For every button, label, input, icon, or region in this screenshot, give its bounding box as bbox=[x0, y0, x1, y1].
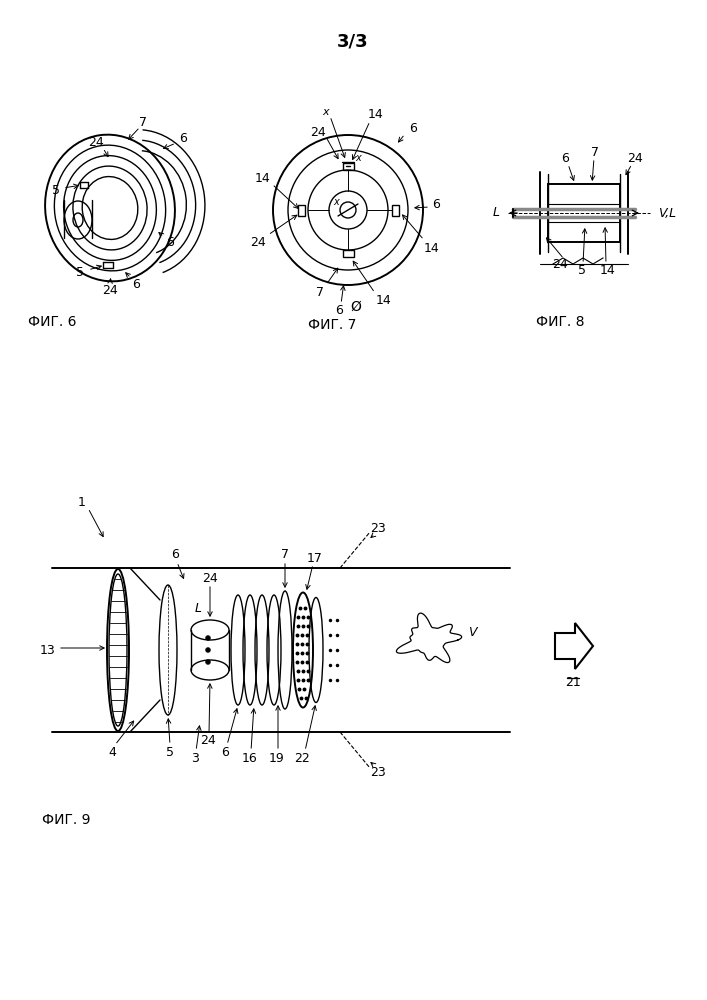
Bar bbox=[342, 163, 354, 170]
Text: V,L: V,L bbox=[658, 207, 676, 220]
Ellipse shape bbox=[206, 648, 211, 652]
Bar bbox=[548, 184, 620, 242]
Text: 24: 24 bbox=[88, 135, 104, 148]
Ellipse shape bbox=[206, 660, 211, 664]
Ellipse shape bbox=[206, 636, 211, 641]
Text: V: V bbox=[468, 626, 477, 639]
Bar bbox=[392, 205, 399, 216]
Text: 17: 17 bbox=[307, 552, 323, 564]
Text: 14: 14 bbox=[600, 263, 616, 276]
Text: ФИГ. 6: ФИГ. 6 bbox=[28, 315, 76, 329]
Text: L: L bbox=[493, 207, 500, 220]
Text: 14: 14 bbox=[376, 294, 392, 306]
Text: 23: 23 bbox=[370, 766, 386, 778]
Text: 14: 14 bbox=[255, 172, 271, 184]
Text: 7: 7 bbox=[591, 145, 599, 158]
Text: 6: 6 bbox=[561, 151, 569, 164]
Text: 5: 5 bbox=[52, 184, 60, 196]
Text: 14: 14 bbox=[424, 241, 440, 254]
Text: 6: 6 bbox=[179, 131, 187, 144]
Text: 24: 24 bbox=[627, 151, 643, 164]
Text: 23: 23 bbox=[370, 522, 386, 534]
Text: 24: 24 bbox=[310, 125, 326, 138]
Text: 7: 7 bbox=[139, 115, 147, 128]
Text: 24: 24 bbox=[250, 235, 266, 248]
Text: 19: 19 bbox=[269, 752, 285, 764]
Text: x: x bbox=[355, 153, 361, 163]
Text: x: x bbox=[333, 197, 339, 207]
Text: 5: 5 bbox=[76, 265, 84, 278]
Text: ФИГ. 7: ФИГ. 7 bbox=[308, 318, 356, 332]
Text: 6: 6 bbox=[409, 121, 417, 134]
Text: 5: 5 bbox=[578, 263, 586, 276]
Text: 24: 24 bbox=[202, 572, 218, 584]
Text: 3/3: 3/3 bbox=[337, 33, 369, 51]
Text: 13: 13 bbox=[40, 644, 56, 656]
Text: 21: 21 bbox=[565, 676, 581, 690]
Text: L: L bbox=[194, 601, 201, 614]
Text: 6: 6 bbox=[335, 304, 343, 316]
Text: 7: 7 bbox=[281, 548, 289, 562]
Bar bbox=[298, 205, 305, 216]
Text: 24: 24 bbox=[552, 258, 568, 271]
Text: 3: 3 bbox=[191, 752, 199, 764]
Text: 7: 7 bbox=[316, 286, 324, 298]
Text: 1: 1 bbox=[78, 495, 86, 508]
Text: 16: 16 bbox=[242, 752, 258, 764]
Text: 6: 6 bbox=[166, 235, 174, 248]
Text: 14: 14 bbox=[368, 108, 384, 121]
Text: 6: 6 bbox=[432, 198, 440, 212]
Text: 6: 6 bbox=[171, 548, 179, 562]
Text: 6: 6 bbox=[221, 746, 229, 758]
Text: 24: 24 bbox=[200, 734, 216, 746]
Text: x: x bbox=[322, 107, 329, 117]
Text: 4: 4 bbox=[108, 746, 116, 758]
Text: ФИГ. 8: ФИГ. 8 bbox=[536, 315, 585, 329]
Text: 6: 6 bbox=[132, 278, 140, 292]
Bar bbox=[342, 250, 354, 257]
Text: 5: 5 bbox=[166, 746, 174, 758]
Text: 24: 24 bbox=[102, 284, 118, 296]
Text: 22: 22 bbox=[294, 752, 310, 764]
Text: Ø: Ø bbox=[351, 300, 361, 314]
Text: ФИГ. 9: ФИГ. 9 bbox=[42, 813, 90, 827]
